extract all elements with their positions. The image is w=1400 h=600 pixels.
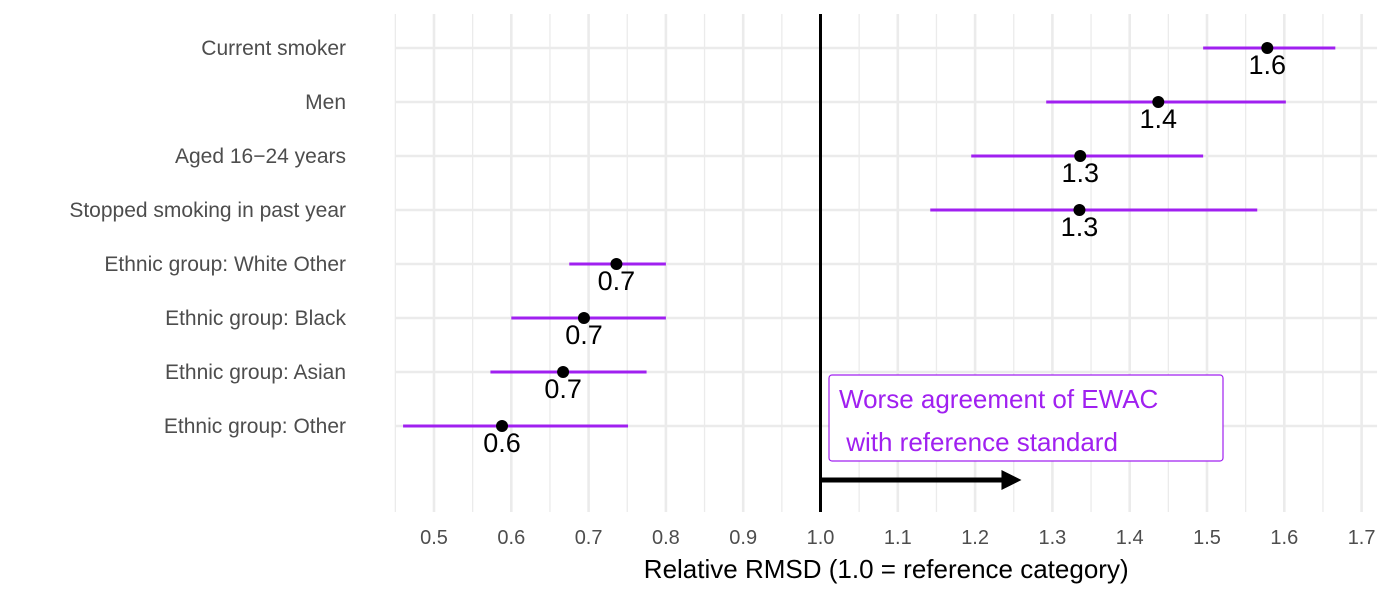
x-tick-label: 1.1 [884, 527, 912, 549]
data-label: 0.6 [483, 428, 521, 458]
category-label: Stopped smoking in past year [69, 199, 346, 222]
x-tick-label: 1.5 [1193, 527, 1221, 549]
x-tick-label: 0.9 [729, 527, 757, 549]
point-layer [496, 42, 1274, 432]
annotation-box [828, 374, 1224, 462]
x-tick-label: 1.0 [807, 527, 835, 549]
x-tick-label: 0.5 [420, 527, 448, 549]
point-estimate [557, 366, 570, 378]
point-estimate [1074, 150, 1087, 162]
category-label: Current smoker [201, 37, 346, 60]
data-label: 1.4 [1140, 104, 1178, 134]
data-label: 1.6 [1249, 50, 1287, 80]
interval-layer [403, 46, 1336, 428]
data-label: 1.3 [1061, 212, 1099, 242]
point-estimate [1073, 204, 1086, 216]
x-tick-label: 1.4 [1116, 527, 1144, 549]
x-tick-label: 0.8 [652, 527, 680, 549]
data-label: 0.7 [565, 320, 603, 350]
annotation-line-2: with reference standard [839, 427, 1118, 457]
point-estimate [1261, 42, 1274, 54]
x-tick-label: 0.6 [497, 527, 525, 549]
category-label-layer: Current smoker Men Aged 16−24 years Stopped… [69, 37, 346, 438]
point-estimate [496, 420, 509, 432]
category-label: Men [305, 91, 346, 114]
x-axis-title: Relative RMSD (1.0 = reference category) [644, 554, 1129, 584]
x-tick-label: 1.2 [961, 527, 989, 549]
x-tick-label: 1.6 [1270, 527, 1298, 549]
category-label: Ethnic group: Asian [165, 361, 346, 384]
point-estimate [610, 258, 623, 270]
arrow-head [1001, 470, 1022, 490]
category-label: Ethnic group: White Other [104, 253, 346, 276]
category-label: Aged 16−24 years [175, 145, 346, 168]
x-tick-label: 1.3 [1038, 527, 1066, 549]
point-estimate [1152, 96, 1165, 108]
category-label: Ethnic group: Black [165, 307, 346, 330]
x-tick-label: 0.7 [575, 527, 603, 549]
point-estimate [577, 312, 590, 324]
data-label: 0.7 [544, 374, 582, 404]
arrow-layer [820, 470, 1022, 490]
annotation-layer: Worse agreement of EWAC with reference s… [828, 374, 1224, 462]
x-tick-label: 1.7 [1348, 527, 1376, 549]
data-label: 1.3 [1061, 158, 1099, 188]
data-label: 0.7 [598, 266, 636, 296]
annotation-line-1: Worse agreement of EWAC [839, 384, 1158, 414]
x-tick-label-layer: 0.5 0.6 0.7 0.8 0.9 1.0 1.1 1.2 1.3 1.4 1.5 1.6 1.7 [420, 527, 1375, 549]
data-label-layer: 1.6 1.4 1.3 1.3 0.7 0.7 0.7 0.6 [483, 50, 1286, 458]
category-label: Ethnic group: Other [164, 415, 346, 438]
